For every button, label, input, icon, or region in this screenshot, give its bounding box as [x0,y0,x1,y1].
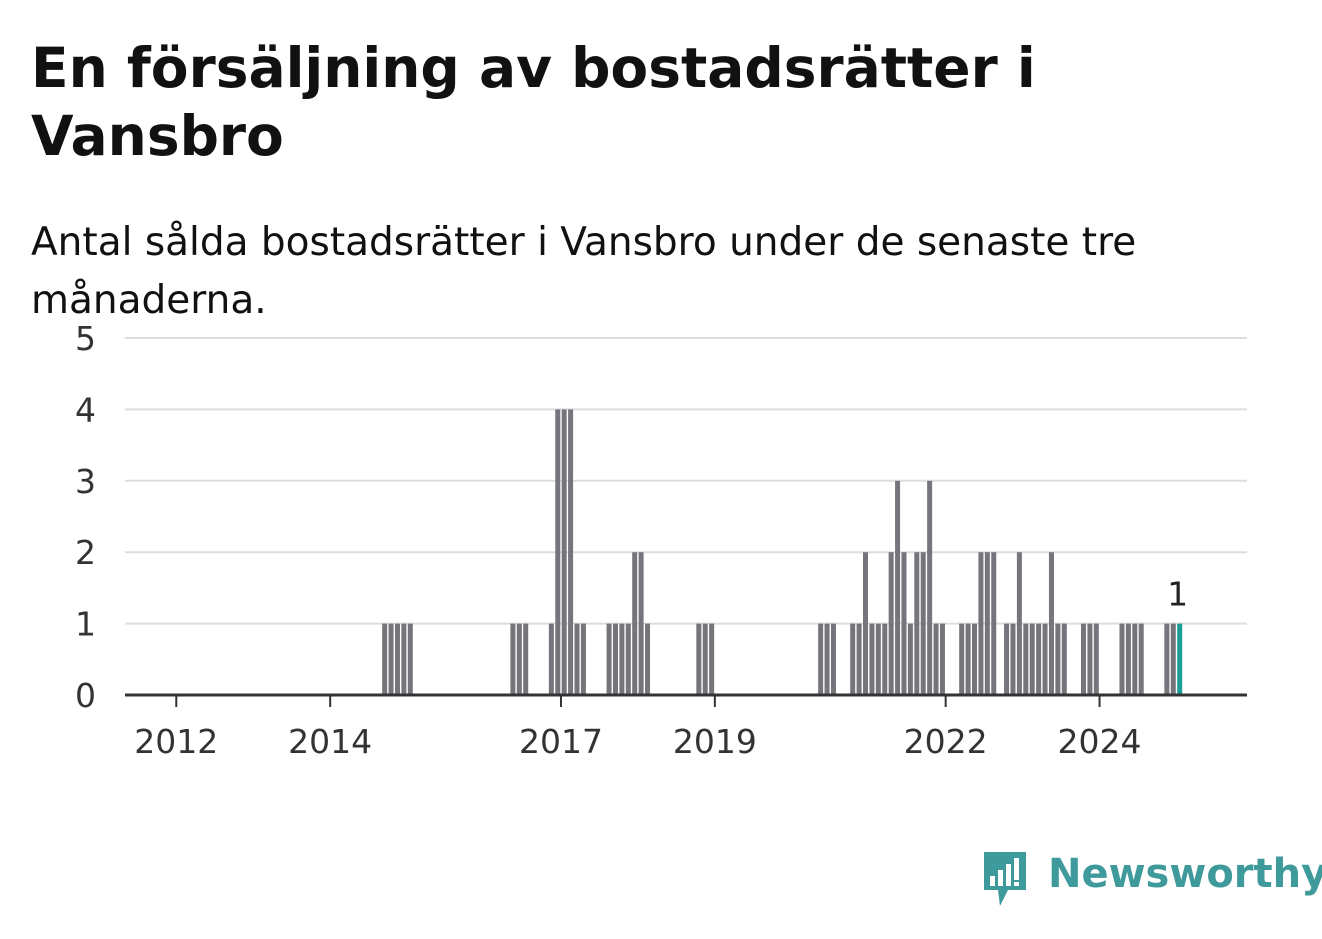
bar [516,623,522,695]
bar [1029,623,1035,695]
newsworthy-logo-icon [984,852,1026,906]
bar [401,623,407,695]
gridlines [125,337,1247,625]
highlight-value-label: 1 [1167,575,1188,614]
x-tick-label: 2019 [673,722,757,761]
bar [696,623,702,695]
bar [978,552,984,695]
bar [1164,623,1170,695]
bar [382,623,388,695]
bar [939,623,945,695]
bar [972,623,978,695]
bar [1087,623,1093,695]
bar [856,623,862,695]
bar [1170,623,1176,695]
bar [1004,623,1010,695]
x-axis: 2012 2014 2017 2019 2022 2024 [125,693,1247,761]
y-axis-ticks: 0 1 2 3 4 5 [75,319,96,715]
bar [645,623,651,695]
bar [888,552,894,695]
bar [606,623,612,695]
bar [914,552,920,695]
bar [933,623,939,695]
bar [907,623,913,695]
bar [580,623,586,695]
newsworthy-logo: Newsworthy [980,848,1322,912]
bar [1055,623,1061,695]
bar [568,409,574,695]
bar [882,623,888,695]
bar [632,552,638,695]
bar [388,623,394,695]
y-tick-label: 5 [75,319,96,358]
bar [1010,623,1016,695]
bar [830,623,836,695]
bar [901,552,907,695]
bar [612,623,618,695]
bar [1036,623,1042,695]
bar [869,623,875,695]
bar [394,623,400,695]
bar [407,623,413,695]
chart-title: En försäljning av bostadsrätter i Vansbr… [31,36,1036,168]
bar [1061,623,1067,695]
bar [863,552,869,695]
x-tick-label: 2024 [1058,722,1142,761]
y-tick-label: 2 [75,533,96,572]
bar [991,552,997,695]
bar [523,623,529,695]
x-tick-label: 2017 [519,722,603,761]
x-tick-label: 2014 [288,722,372,761]
bar [625,623,631,695]
y-tick-label: 4 [75,390,96,429]
bar [875,623,881,695]
bar [1081,623,1087,695]
bar [555,409,561,695]
y-tick-label: 0 [75,676,96,715]
brand-name: Newsworthy [1048,851,1322,897]
bar [920,552,926,695]
bar [984,552,990,695]
bar [1177,623,1183,695]
x-tick-label: 2022 [904,722,988,761]
data-labels: 1 [1167,575,1188,614]
bar [959,623,965,695]
bar [818,623,824,695]
bar [619,623,625,695]
bar [1132,623,1138,695]
bar [638,552,644,695]
bar [548,623,554,695]
bar [824,623,830,695]
bar [1016,552,1022,695]
bar [510,623,516,695]
bar [850,623,856,695]
bar [709,623,715,695]
x-tick-label: 2012 [134,722,218,761]
y-tick-label: 1 [75,605,96,644]
bar [1138,623,1144,695]
bar [702,623,708,695]
bar [1119,623,1125,695]
bar [561,409,567,695]
bar [574,623,580,695]
bar [927,480,933,695]
bar [1048,552,1054,695]
bar [1093,623,1099,695]
bar [1023,623,1029,695]
bar [965,623,971,695]
bar [1125,623,1131,695]
bar [895,480,901,695]
bar [1042,623,1048,695]
bars [382,409,1183,695]
chart-subtitle: Antal sålda bostadsrätter i Vansbro unde… [31,220,1137,323]
y-tick-label: 3 [75,462,96,501]
bar-chart: 0 1 2 3 4 5 2012 2014 2017 2019 2022 2024 1 [75,319,1247,761]
